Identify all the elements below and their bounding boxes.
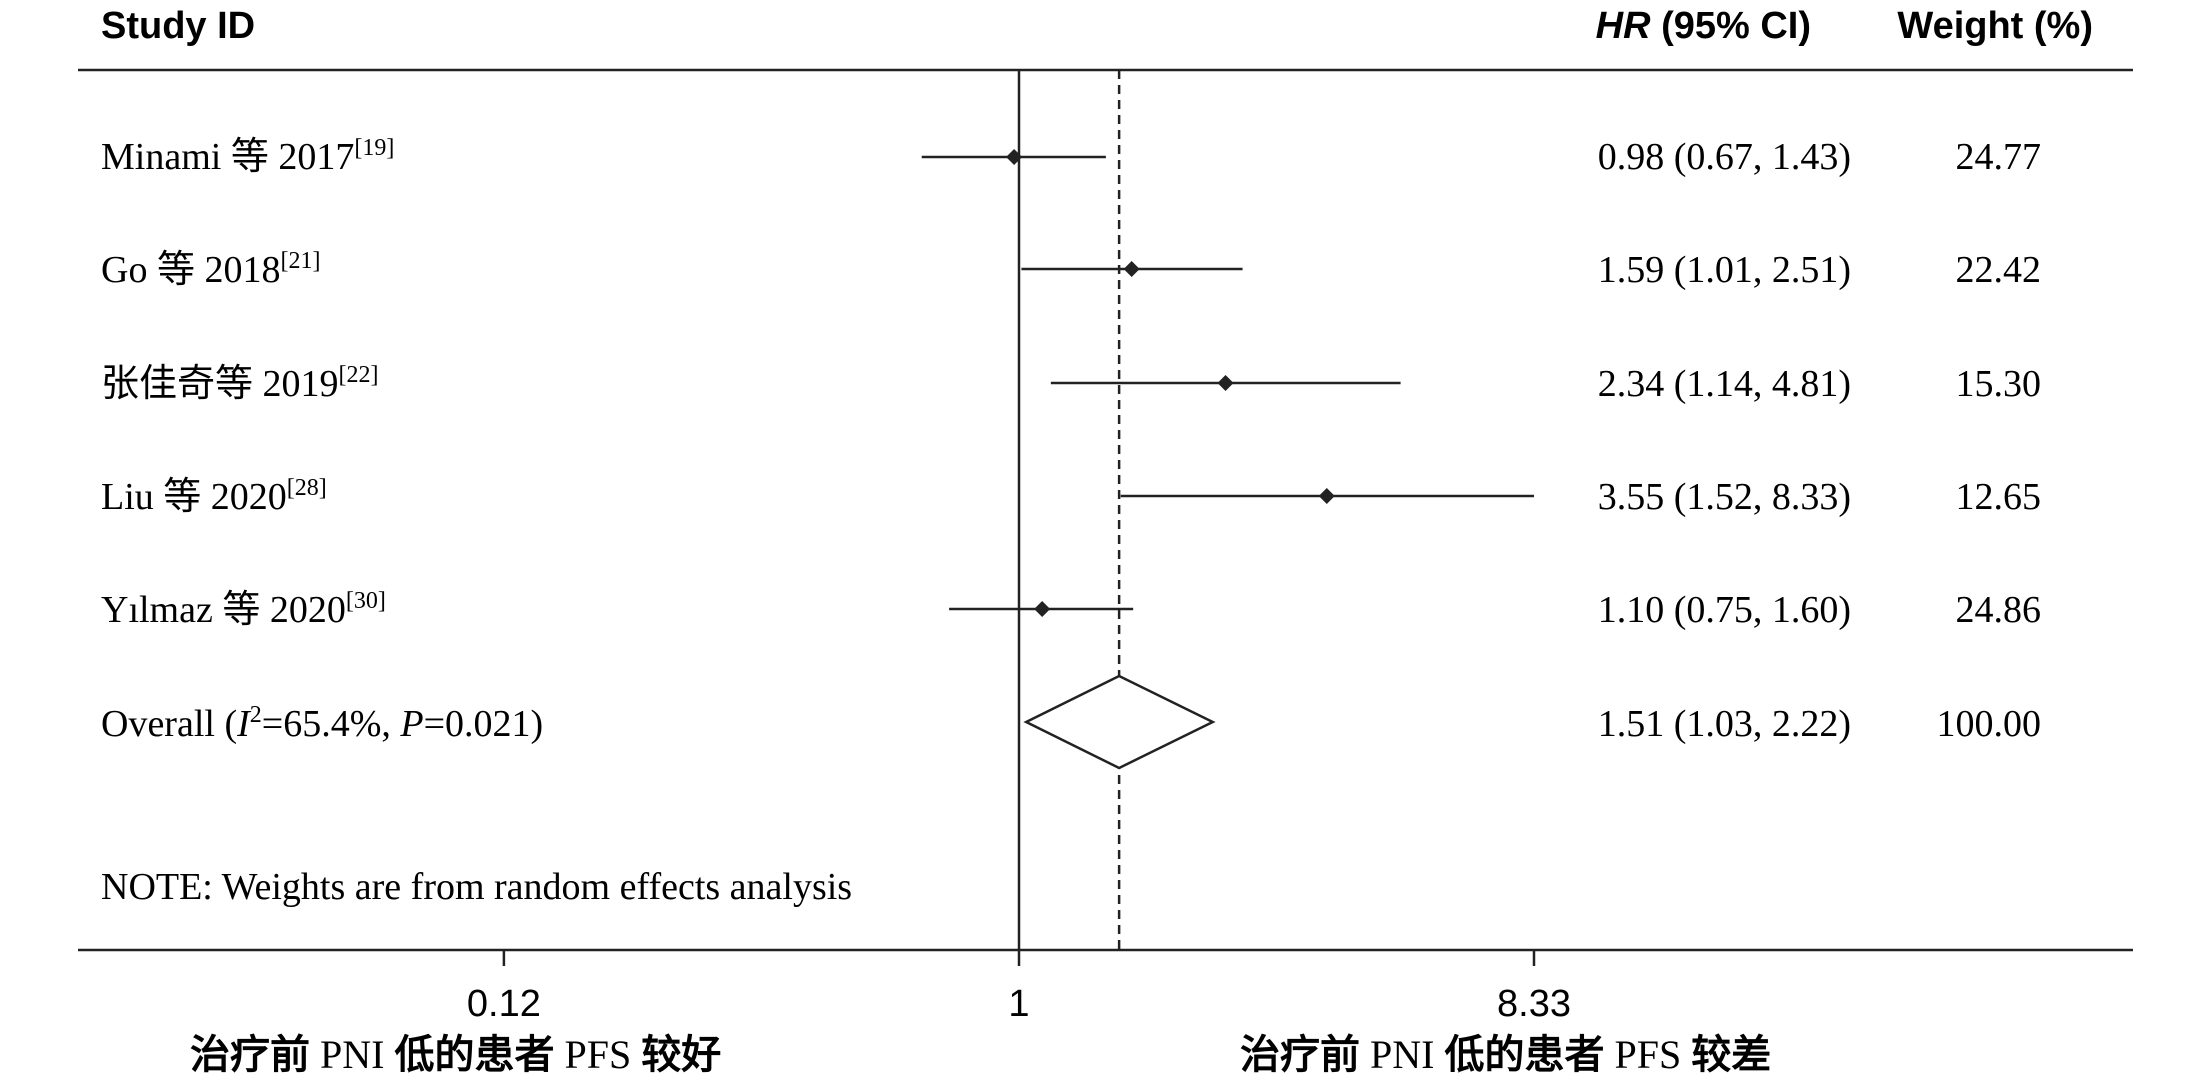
i2-exponent: 2 (250, 702, 262, 728)
header-weight: Weight (%) (1897, 5, 2093, 47)
x-axis-ticks: 0.12 1 8.33 (467, 950, 1571, 1025)
study-author: Minami (101, 136, 221, 178)
weight-value: 24.86 (1956, 589, 2042, 631)
favours-left-label: 治疗前 PNI 低的患者 PFS 较好 (190, 1032, 721, 1078)
study-row: Liu 等 2020[28] 3.55 (1.52, 8.33) 12.65 (101, 475, 2041, 518)
point-estimate (1217, 375, 1234, 391)
weight-value: 12.65 (1956, 476, 2042, 518)
x-tick-label: 1 (1008, 983, 1029, 1025)
point-estimate (1123, 261, 1140, 277)
study-conj: 等 (163, 476, 201, 518)
favours-right-e: 较差 (1691, 1032, 1771, 1078)
study-year: 2018 (204, 249, 280, 291)
favours-left-a: 治疗前 (190, 1032, 310, 1078)
favours-left-d: PFS (554, 1032, 641, 1077)
header-hr-ci: HR (95% CI) (1596, 5, 1811, 47)
study-ref: [22] (339, 362, 379, 388)
weight-value: 22.42 (1956, 249, 2042, 291)
study-rows: Minami 等 2017[19] 0.98 (0.67, 1.43) 24.7… (101, 135, 2041, 631)
point-estimate (1006, 149, 1023, 165)
study-label: 张佳奇等 2019[22] (101, 362, 379, 405)
favours-right-c: 低的患者 (1444, 1032, 1604, 1078)
study-author: Go (101, 249, 147, 291)
study-ref: [19] (354, 135, 394, 161)
i2-symbol: I (236, 703, 252, 745)
study-year: 2017 (278, 136, 354, 178)
study-label: Go 等 2018[21] (101, 248, 320, 291)
overall-space (391, 703, 401, 745)
hr-ci-value: 0.98 (0.67, 1.43) (1598, 136, 1851, 178)
study-row: 张佳奇等 2019[22] 2.34 (1.14, 4.81) 15.30 (101, 362, 2041, 405)
favours-right-a: 治疗前 (1240, 1032, 1360, 1078)
study-conj: 等 (222, 589, 260, 631)
weight-value: 24.77 (1956, 136, 2042, 178)
overall-weight-value: 100.00 (1937, 703, 2042, 745)
study-author: Liu (101, 476, 154, 518)
header-study-id: Study ID (101, 5, 255, 47)
header-hr-italic: HR (1596, 5, 1651, 47)
hr-ci-value: 3.55 (1.52, 8.33) (1598, 476, 1851, 518)
header-hr-ci-rest: (95% CI) (1651, 5, 1811, 47)
favours-left-e: 较好 (641, 1032, 721, 1078)
study-author: Yılmaz (101, 589, 213, 631)
p-symbol: P (399, 703, 423, 745)
overall-hr-ci-value: 1.51 (1.03, 2.22) (1598, 703, 1851, 745)
study-year: 2020 (211, 476, 287, 518)
study-label: Yılmaz 等 2020[30] (101, 588, 386, 631)
study-year: 2019 (263, 363, 339, 405)
p-value: =0.021) (424, 703, 544, 745)
favours-left-c: 低的患者 (394, 1032, 554, 1078)
hr-ci-value: 2.34 (1.14, 4.81) (1598, 363, 1851, 405)
study-conj: 等 (215, 363, 253, 405)
study-conj: 等 (231, 136, 269, 178)
overall-row: Overall (I2=65.4%, P=0.021) 1.51 (1.03, … (101, 674, 2042, 770)
study-ref: [21] (280, 248, 320, 274)
overall-paren-open: ( (215, 703, 237, 745)
study-row: Go 等 2018[21] 1.59 (1.01, 2.51) 22.42 (101, 248, 2041, 291)
study-label: Liu 等 2020[28] (101, 475, 327, 518)
weight-value: 15.30 (1956, 363, 2042, 405)
favours-right-b: PNI (1360, 1032, 1444, 1077)
study-label: Minami 等 2017[19] (101, 135, 394, 178)
point-estimate (1034, 601, 1051, 617)
study-row: Minami 等 2017[19] 0.98 (0.67, 1.43) 24.7… (101, 135, 2041, 178)
point-estimate (1318, 488, 1335, 504)
x-tick-label: 8.33 (1497, 983, 1571, 1025)
favours-left-b: PNI (310, 1032, 394, 1077)
study-ref: [28] (287, 475, 327, 501)
study-row: Yılmaz 等 2020[30] 1.10 (0.75, 1.60) 24.8… (101, 588, 2041, 631)
i2-value: =65.4%, (262, 703, 391, 745)
overall-label: Overall (I2=65.4%, P=0.021) (101, 702, 543, 745)
overall-diamond (1023, 674, 1216, 770)
study-author: 张佳奇 (101, 363, 215, 405)
hr-ci-value: 1.10 (0.75, 1.60) (1598, 589, 1851, 631)
study-year: 2020 (270, 589, 346, 631)
overall-word: Overall (101, 703, 215, 745)
study-conj: 等 (157, 249, 195, 291)
hr-ci-value: 1.59 (1.01, 2.51) (1598, 249, 1851, 291)
x-tick-label: 0.12 (467, 983, 541, 1025)
favours-right-label: 治疗前 PNI 低的患者 PFS 较差 (1240, 1032, 1771, 1078)
weights-note: NOTE: Weights are from random effects an… (101, 866, 852, 908)
study-ref: [30] (346, 588, 386, 614)
favours-right-d: PFS (1604, 1032, 1691, 1077)
